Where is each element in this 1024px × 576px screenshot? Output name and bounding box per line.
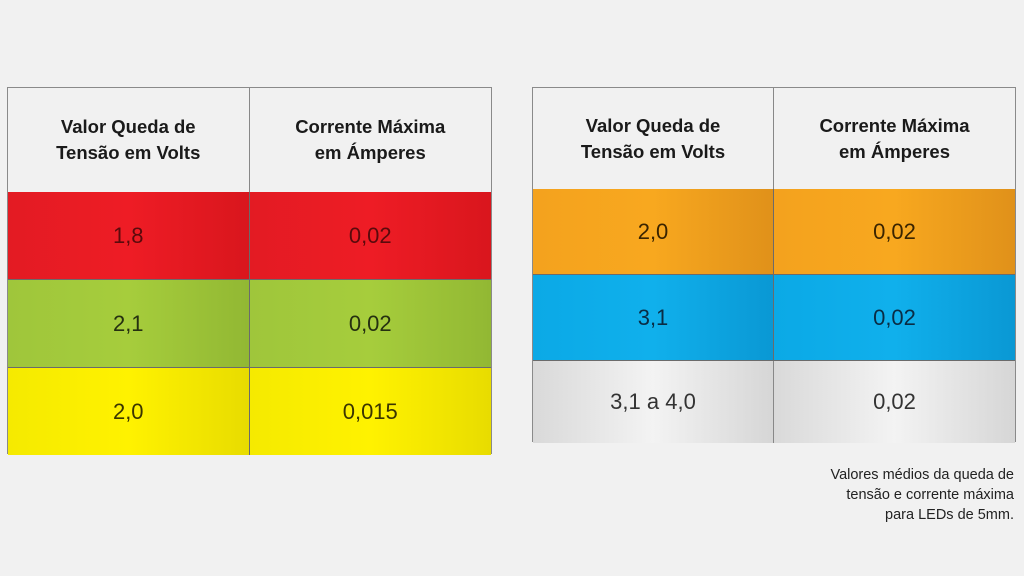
header-line: Valor Queda de — [60, 116, 196, 137]
voltage-value: 1,8 — [112, 222, 144, 248]
voltage-cell: 2,0 — [8, 368, 250, 455]
current-cell: 0,02 — [249, 192, 491, 280]
voltage-cell: 1,8 — [8, 192, 250, 280]
header-voltage: Valor Queda de Tensão em Volts — [533, 88, 774, 189]
voltage-cell: 3,1 — [533, 275, 774, 361]
voltage-value: 3,1 — [637, 304, 669, 330]
voltage-value: 3,1 a 4,0 — [610, 389, 696, 414]
current-cell: 0,02 — [774, 361, 1015, 443]
current-cell: 0,02 — [249, 280, 491, 368]
caption-line: Valores médios da queda de — [830, 467, 1014, 483]
voltage-cell: 2,0 — [533, 189, 774, 275]
current-value: 0,02 — [873, 304, 916, 330]
current-cell: 0,015 — [249, 368, 491, 455]
current-cell: 0,02 — [774, 275, 1015, 361]
voltage-cell: 3,1 a 4,0 — [533, 361, 774, 443]
led-table-left: Valor Queda de Tensão em Volts Corrente M… — [7, 87, 492, 455]
current-value: 0,02 — [348, 310, 392, 336]
header-line: Tensão em Volts — [56, 142, 201, 163]
header-current: Corrente Máxima em Ámperes — [249, 88, 491, 192]
caption-line: tensão e corrente máxima — [846, 487, 1014, 503]
caption: Valores médios da queda de tensão e corr… — [830, 465, 1014, 525]
voltage-value: 2,0 — [637, 218, 669, 244]
header-line: Corrente Máxima — [295, 116, 446, 137]
header-line: em Ámperes — [314, 142, 426, 163]
current-value: 0,015 — [342, 398, 398, 424]
header-line: Tensão em Volts — [580, 140, 726, 162]
current-value: 0,02 — [873, 218, 916, 244]
header-line: em Ámperes — [838, 140, 951, 162]
current-value: 0,02 — [873, 389, 916, 414]
voltage-value: 2,1 — [112, 310, 144, 336]
header-voltage: Valor Queda de Tensão em Volts — [8, 88, 250, 192]
voltage-cell: 2,1 — [8, 280, 250, 368]
led-table-right: Valor Queda de Tensão em Volts Corrente M… — [532, 87, 1016, 443]
header-line: Valor Queda de — [585, 114, 721, 136]
caption-line: para LEDs de 5mm. — [885, 507, 1014, 523]
current-value: 0,02 — [348, 222, 392, 248]
voltage-value: 2,0 — [112, 398, 144, 424]
current-cell: 0,02 — [774, 189, 1015, 275]
header-current: Corrente Máxima em Ámperes — [774, 88, 1015, 189]
header-line: Corrente Máxima — [819, 114, 970, 136]
